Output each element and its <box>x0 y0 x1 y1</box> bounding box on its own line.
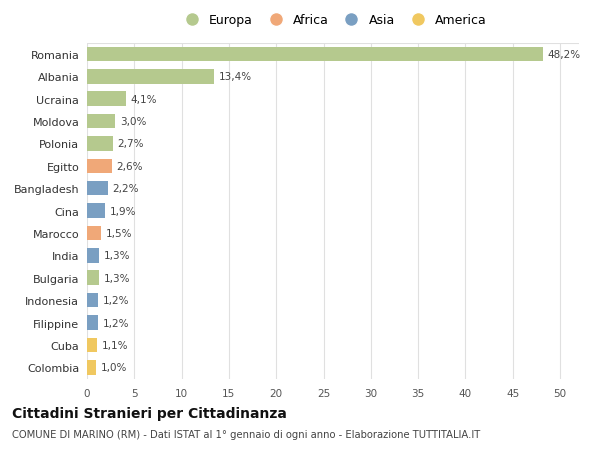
Bar <box>87 70 214 84</box>
Text: Cittadini Stranieri per Cittadinanza: Cittadini Stranieri per Cittadinanza <box>12 406 287 420</box>
Bar <box>87 293 98 308</box>
Bar <box>87 182 108 196</box>
Text: 4,1%: 4,1% <box>131 95 157 105</box>
Text: 48,2%: 48,2% <box>548 50 581 60</box>
Text: 1,2%: 1,2% <box>103 318 130 328</box>
Bar <box>87 115 115 129</box>
Text: 1,3%: 1,3% <box>104 273 131 283</box>
Bar <box>87 360 97 375</box>
Text: 13,4%: 13,4% <box>218 72 251 82</box>
Bar <box>87 249 100 263</box>
Text: 1,3%: 1,3% <box>104 251 131 261</box>
Text: 1,5%: 1,5% <box>106 229 133 239</box>
Text: 1,9%: 1,9% <box>110 206 136 216</box>
Bar <box>87 159 112 174</box>
Bar <box>87 137 113 151</box>
Bar <box>87 48 543 62</box>
Legend: Europa, Africa, Asia, America: Europa, Africa, Asia, America <box>175 10 491 31</box>
Bar <box>87 226 101 241</box>
Text: 2,2%: 2,2% <box>113 184 139 194</box>
Bar <box>87 338 97 353</box>
Text: 2,7%: 2,7% <box>117 139 144 149</box>
Bar <box>87 316 98 330</box>
Bar <box>87 92 126 106</box>
Text: 1,1%: 1,1% <box>102 340 128 350</box>
Text: COMUNE DI MARINO (RM) - Dati ISTAT al 1° gennaio di ogni anno - Elaborazione TUT: COMUNE DI MARINO (RM) - Dati ISTAT al 1°… <box>12 429 480 439</box>
Text: 2,6%: 2,6% <box>116 162 143 172</box>
Bar <box>87 204 105 218</box>
Text: 1,2%: 1,2% <box>103 296 130 306</box>
Bar <box>87 271 100 285</box>
Text: 1,0%: 1,0% <box>101 363 128 373</box>
Text: 3,0%: 3,0% <box>120 117 146 127</box>
